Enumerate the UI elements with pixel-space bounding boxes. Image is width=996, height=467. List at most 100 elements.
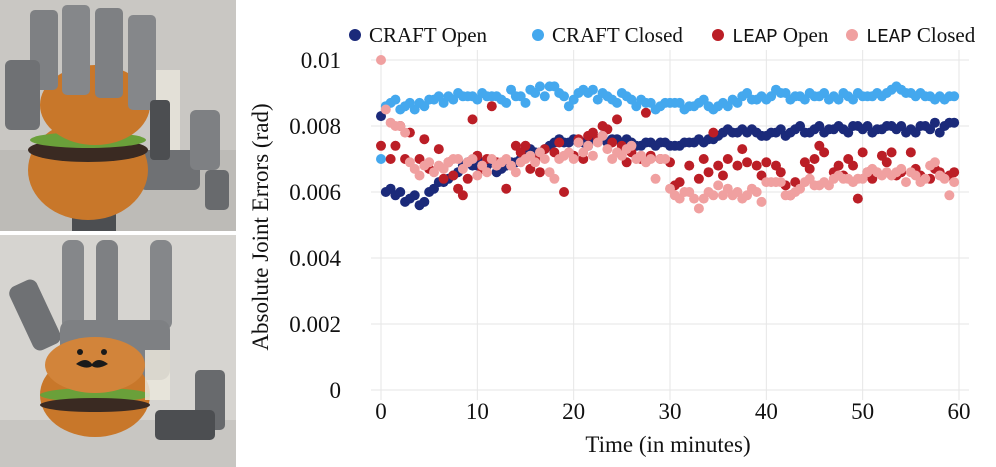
- data-point: [650, 173, 661, 184]
- data-point: [722, 154, 733, 164]
- data-point: [486, 101, 497, 112]
- data-point: [390, 94, 401, 105]
- y-tick-labels: 0 0.002 0.004 0.006 0.008 0.01: [289, 48, 341, 403]
- data-point: [689, 193, 700, 204]
- robot-hand-photos: [0, 0, 238, 467]
- data-point: [732, 160, 743, 171]
- data-point: [520, 140, 531, 151]
- data-point: [804, 163, 815, 174]
- data-point: [713, 160, 724, 171]
- data-point: [949, 91, 960, 102]
- data-point: [693, 203, 704, 214]
- data-point: [852, 193, 863, 204]
- data-point: [775, 177, 786, 188]
- legend-marker: [349, 29, 361, 41]
- data-point: [597, 130, 608, 141]
- y-tick-label: 0.006: [289, 180, 341, 205]
- legend-label-suffix: Closed: [619, 23, 683, 47]
- data-point: [640, 107, 651, 118]
- data-point: [390, 140, 401, 151]
- data-point: [905, 147, 916, 158]
- data-point: [751, 160, 762, 171]
- photo-bottom-open-hand: [0, 235, 236, 467]
- data-point: [819, 147, 830, 158]
- legend-label: CRAFT Open: [369, 23, 488, 47]
- data-point: [568, 154, 579, 164]
- y-tick-label: 0.01: [301, 48, 341, 73]
- legend-label-suffix: Closed: [912, 23, 976, 47]
- legend-label: CRAFT Closed: [552, 23, 683, 47]
- data-point: [896, 163, 907, 174]
- data-point: [539, 91, 550, 102]
- data-point: [929, 117, 940, 128]
- legend-label-prefix: CRAFT: [369, 23, 437, 47]
- y-tick-label: 0.008: [289, 114, 341, 139]
- legend-label-suffix: Open: [778, 23, 829, 47]
- data-point: [424, 157, 435, 168]
- legend-marker: [846, 29, 858, 41]
- data-point: [438, 173, 449, 184]
- data-point: [761, 157, 772, 168]
- legend-label-prefix: LEAP: [732, 26, 778, 48]
- data-point: [612, 114, 623, 125]
- data-point: [481, 167, 492, 178]
- data-point: [693, 173, 704, 184]
- data-point: [467, 114, 478, 125]
- data-point: [501, 97, 512, 108]
- data-point: [462, 173, 473, 184]
- data-point: [857, 147, 868, 158]
- x-tick-label: 40: [755, 399, 778, 424]
- data-point: [775, 167, 786, 178]
- data-point: [612, 97, 623, 108]
- data-point: [698, 154, 709, 164]
- data-point: [881, 157, 892, 168]
- legend: CRAFT Open CRAFT Closed LEAP Open LEAP Clos…: [349, 23, 976, 48]
- data-point: [751, 187, 762, 197]
- data-point: [510, 167, 521, 178]
- data-point: [674, 177, 685, 188]
- data-point: [703, 167, 714, 178]
- data-point: [530, 157, 541, 168]
- data-point: [534, 81, 545, 92]
- data-point: [949, 167, 960, 178]
- data-point: [833, 160, 844, 171]
- data-point: [587, 84, 598, 95]
- x-tick-label: 0: [375, 399, 387, 424]
- data-point: [645, 154, 656, 164]
- legend-label-suffix: Open: [436, 23, 487, 47]
- data-point: [385, 154, 396, 164]
- photo-top-closed-grasp: [0, 0, 236, 231]
- data-point: [626, 140, 637, 151]
- data-point: [448, 170, 459, 181]
- data-point: [742, 157, 753, 168]
- data-point: [713, 180, 724, 191]
- data-point: [939, 173, 950, 184]
- y-tick-label: 0: [330, 378, 342, 403]
- data-point: [419, 134, 430, 145]
- legend-label-prefix: LEAP: [866, 26, 912, 48]
- data-point: [419, 196, 430, 207]
- y-axis-label: Absolute Joint Errors (rad): [248, 103, 273, 350]
- x-tick-label: 10: [466, 399, 489, 424]
- data-point: [539, 154, 550, 164]
- data-point: [559, 91, 570, 102]
- data-point: [660, 154, 671, 164]
- legend-marker: [532, 29, 544, 41]
- data-point: [717, 170, 728, 181]
- y-tick-label: 0.004: [289, 246, 341, 271]
- x-tick-label: 20: [562, 399, 585, 424]
- data-point: [453, 154, 464, 164]
- data-point: [380, 104, 391, 115]
- data-point: [587, 150, 598, 161]
- data-point: [583, 140, 594, 151]
- data-point: [395, 187, 406, 197]
- data-point: [376, 140, 386, 151]
- x-tick-label: 50: [851, 399, 874, 424]
- x-axis-label: Time (in minutes): [585, 432, 750, 457]
- x-tick-labels: 0 10 20 30 40 50 60: [375, 399, 970, 424]
- chart-points: [376, 55, 960, 214]
- data-point: [400, 127, 411, 138]
- legend-marker: [712, 29, 724, 41]
- data-point: [684, 160, 695, 171]
- series-craft-closed: [376, 81, 960, 164]
